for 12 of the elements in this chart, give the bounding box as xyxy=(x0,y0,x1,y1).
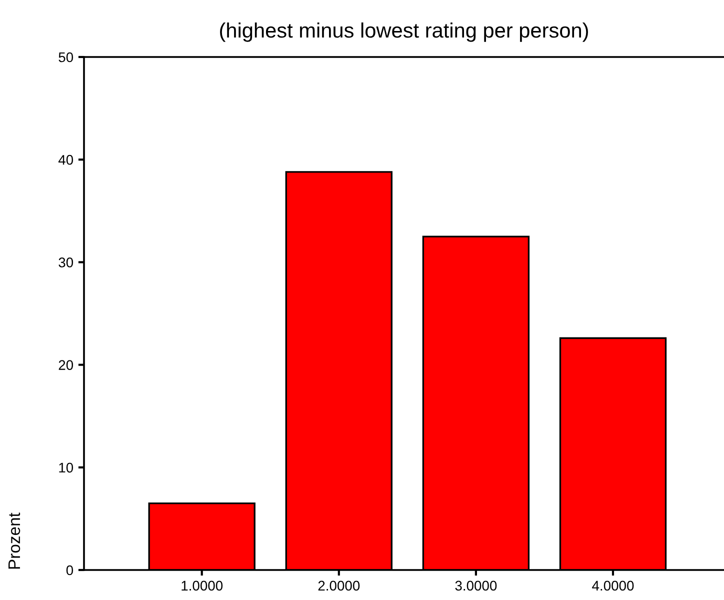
y-tick-label: 20 xyxy=(58,360,74,370)
y-tick-label: 40 xyxy=(58,154,74,165)
x-tick-label: 3.0000 xyxy=(455,580,497,591)
y-tick-label: 30 xyxy=(58,258,74,268)
y-tick-label: 50 xyxy=(58,52,74,62)
x-tick-label: 4.0000 xyxy=(592,580,634,591)
chart-title: (highest minus lowest rating per person) xyxy=(220,22,588,42)
y-tick-label: 10 xyxy=(59,462,74,473)
y-tick-label: 0 xyxy=(66,565,74,576)
y-axis-title: Prozent xyxy=(8,512,20,569)
x-tick-label: 1.0000 xyxy=(182,580,223,591)
x-tick-label: 2.0000 xyxy=(318,580,360,591)
